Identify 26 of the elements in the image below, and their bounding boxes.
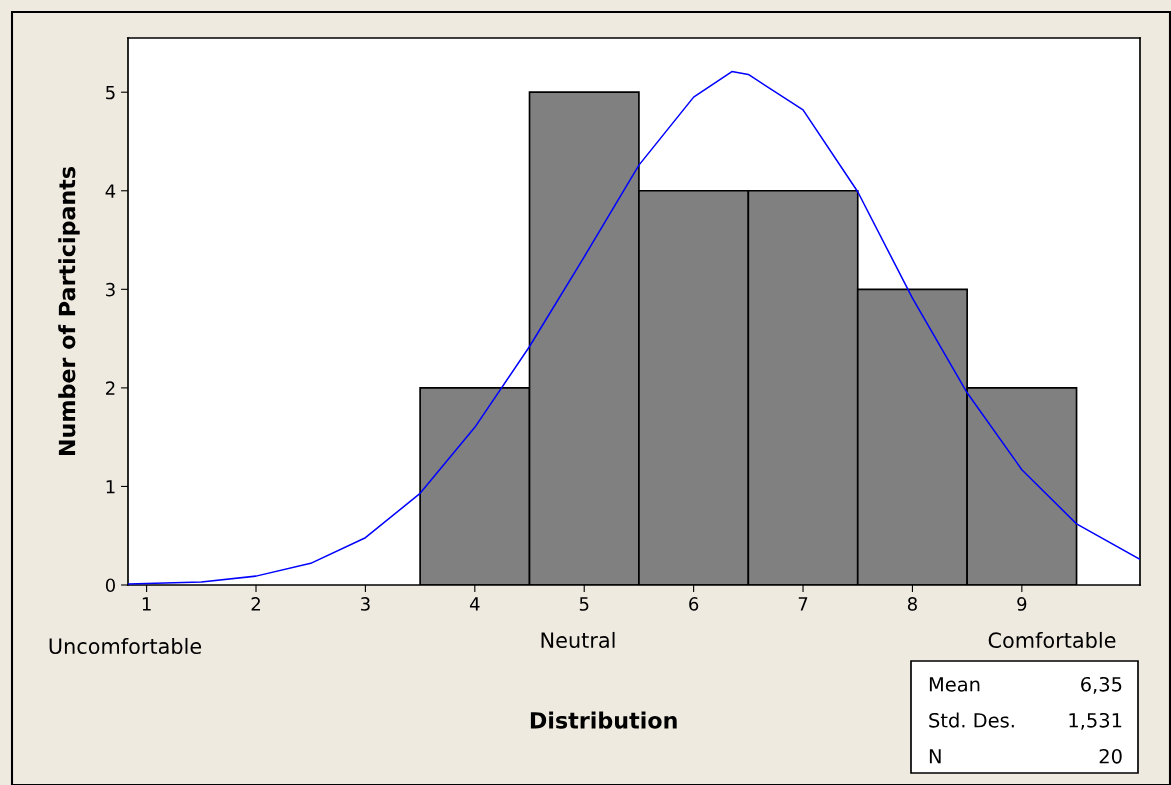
x-tick-label: 2 [251, 597, 260, 611]
text: Uncomfortable [49, 637, 202, 655]
y-tick-label: 5 [106, 85, 115, 100]
x-tick-label: 7 [798, 597, 808, 611]
x-tick-label: 9 [1017, 597, 1027, 611]
text: Std. Des. [929, 712, 1014, 728]
y-tick-label: 4 [105, 184, 116, 198]
text: 1,531 [1069, 712, 1122, 730]
text: 6,35 [1081, 676, 1122, 694]
y-axis-title: Number of Participants [58, 166, 80, 456]
y-tick-label: 1 [106, 480, 115, 494]
text: Comfortable [988, 631, 1116, 649]
text: N [929, 749, 941, 764]
x-tick-label: 3 [361, 597, 370, 611]
text: Neutral [541, 631, 615, 649]
x-tick-label: 8 [907, 597, 917, 611]
x-axis-title: Distribution [530, 711, 677, 729]
x-tick-label: 1 [142, 597, 151, 611]
text: 20 [1099, 748, 1122, 764]
y-tick-label: 3 [106, 282, 115, 297]
text: Mean [929, 677, 980, 692]
x-tick-label: 6 [689, 597, 699, 611]
x-tick-label: 4 [469, 597, 480, 611]
y-tick-label: 0 [105, 578, 115, 593]
x-tick-label: 5 [579, 597, 589, 611]
y-tick-label: 2 [106, 381, 115, 395]
